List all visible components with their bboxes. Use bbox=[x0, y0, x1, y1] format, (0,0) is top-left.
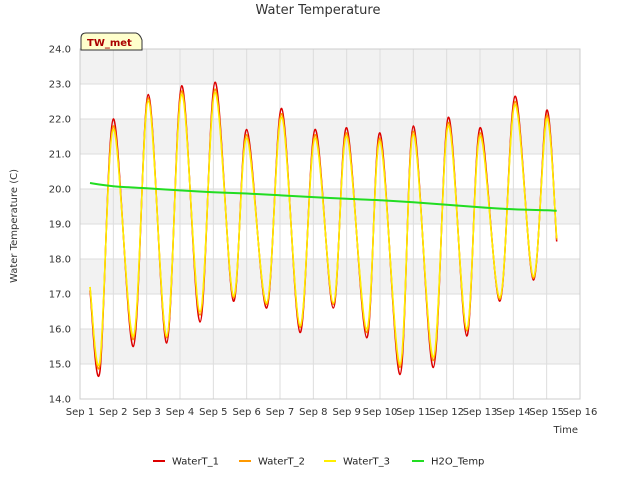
x-tick-label: Sep 3 bbox=[132, 407, 160, 418]
plot-band bbox=[80, 329, 580, 364]
y-tick-label: 18.0 bbox=[49, 255, 71, 266]
plot-band bbox=[80, 364, 580, 399]
x-tick-label: Sep 2 bbox=[99, 407, 127, 418]
y-tick-label: 14.0 bbox=[49, 395, 71, 406]
y-tick-label: 24.0 bbox=[49, 45, 71, 56]
x-tick-label: Sep 7 bbox=[266, 407, 294, 418]
plot-band bbox=[80, 224, 580, 259]
x-tick-label: Sep 6 bbox=[232, 407, 260, 418]
x-tick-label: Sep 12 bbox=[429, 407, 464, 418]
x-tick-label: Sep 1 bbox=[66, 407, 94, 418]
x-axis-title: Time bbox=[553, 425, 578, 436]
x-tick-label: Sep 8 bbox=[299, 407, 327, 418]
x-tick-label: Sep 11 bbox=[396, 407, 431, 418]
plot-frame bbox=[79, 48, 581, 400]
x-tick-label: Sep 14 bbox=[496, 407, 531, 418]
plot-band bbox=[80, 49, 580, 84]
station-label: TW_met bbox=[87, 38, 132, 49]
legend-label-watert-3: WaterT_3 bbox=[343, 457, 390, 468]
series-line-h2o-temp bbox=[89, 182, 557, 212]
plot-band bbox=[80, 189, 580, 224]
x-tick-label: Sep 16 bbox=[563, 407, 598, 418]
station-badge: TW_met bbox=[80, 32, 143, 51]
x-tick-labels: Sep 1 Sep 2 Sep 3 Sep 4 Sep 5 Sep 6 Sep 7 Sep 8… bbox=[66, 407, 598, 418]
x-tick-label: Sep 13 bbox=[463, 407, 498, 418]
y-tick-label: 21.0 bbox=[49, 150, 71, 161]
plot-band bbox=[80, 294, 580, 329]
legend-label-watert-1: WaterT_1 bbox=[172, 457, 219, 468]
series-line-watert-3 bbox=[89, 92, 558, 366]
station-badge-shape bbox=[80, 32, 143, 51]
legend-label-watert-2: WaterT_2 bbox=[258, 457, 305, 468]
series-layer bbox=[89, 81, 558, 377]
x-tick-label: Sep 9 bbox=[332, 407, 360, 418]
x-tick-label: Sep 5 bbox=[199, 407, 227, 418]
plot-band bbox=[80, 84, 580, 119]
y-tick-label: 17.0 bbox=[49, 290, 71, 301]
y-tick-label: 20.0 bbox=[49, 185, 71, 196]
legend-label-h2o-temp: H2O_Temp bbox=[431, 457, 484, 468]
x-tick-label: Sep 4 bbox=[166, 407, 194, 418]
y-tick-labels: 14.0 15.0 16.0 17.0 18.0 19.0 20.0 21.0 22.0 23.0… bbox=[49, 45, 71, 406]
y-tick-label: 23.0 bbox=[49, 80, 71, 91]
y-tick-label: 16.0 bbox=[49, 325, 71, 336]
legend: WaterT_1 WaterT_2 WaterT_3 H2O_Temp bbox=[153, 457, 484, 468]
y-tick-label: 22.0 bbox=[49, 115, 71, 126]
plot-band bbox=[80, 154, 580, 189]
chart-title: Water Temperature bbox=[256, 3, 381, 18]
plot-band bbox=[80, 119, 580, 154]
y-tick-label: 19.0 bbox=[49, 220, 71, 231]
x-tick-label: Sep 10 bbox=[363, 407, 398, 418]
y-tick-label: 15.0 bbox=[49, 360, 71, 371]
y-axis-title: Water Temperature (C) bbox=[9, 169, 20, 283]
x-tick-label: Sep 15 bbox=[529, 407, 564, 418]
